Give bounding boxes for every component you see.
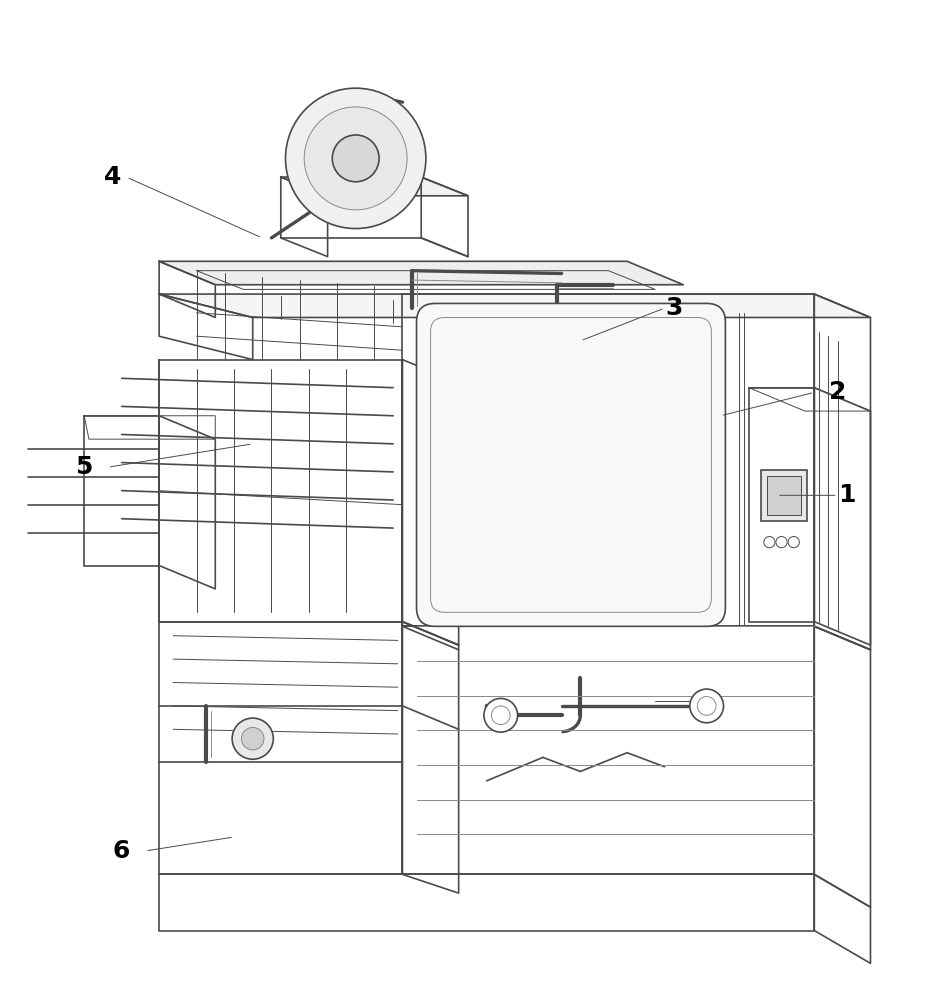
Circle shape <box>484 698 518 732</box>
Circle shape <box>697 697 716 715</box>
Circle shape <box>788 537 799 548</box>
Circle shape <box>232 718 273 759</box>
FancyBboxPatch shape <box>761 470 807 521</box>
FancyBboxPatch shape <box>767 476 801 515</box>
Text: 4: 4 <box>104 165 121 189</box>
Text: 5: 5 <box>76 455 93 479</box>
Circle shape <box>690 689 724 723</box>
Circle shape <box>285 88 426 229</box>
Circle shape <box>332 135 379 182</box>
Text: 1: 1 <box>839 483 856 507</box>
Circle shape <box>491 706 510 725</box>
FancyBboxPatch shape <box>417 303 725 626</box>
Polygon shape <box>159 261 683 285</box>
Text: 2: 2 <box>829 380 846 404</box>
Circle shape <box>304 107 407 210</box>
Polygon shape <box>281 177 468 196</box>
Circle shape <box>764 537 775 548</box>
Circle shape <box>241 727 264 750</box>
Text: 3: 3 <box>665 296 682 320</box>
Circle shape <box>776 537 787 548</box>
Text: 6: 6 <box>113 839 130 863</box>
Polygon shape <box>159 294 870 317</box>
